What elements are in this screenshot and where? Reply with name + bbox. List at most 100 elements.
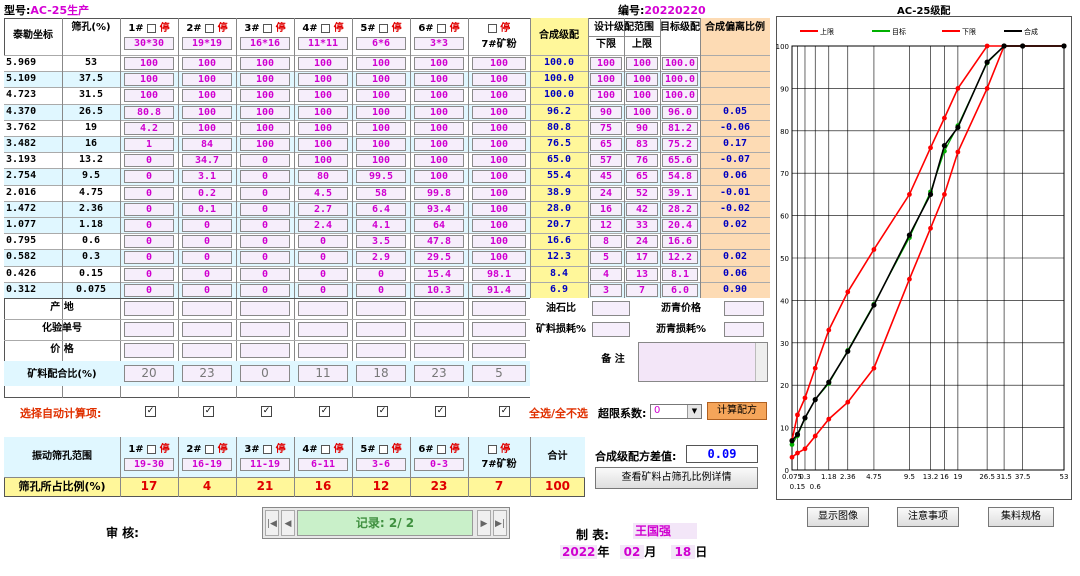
bin-pass-input[interactable]: 100 — [240, 121, 290, 135]
lower-input[interactable]: 90 — [590, 105, 622, 119]
bin-pass-input[interactable]: 100 — [182, 121, 232, 135]
bin-pass-input[interactable]: 6.4 — [356, 202, 406, 216]
ratio-input[interactable]: 23 — [182, 365, 232, 382]
calc-button[interactable]: 计算配方 — [707, 402, 767, 420]
vib-stop-checkbox-2[interactable] — [205, 444, 215, 454]
upper-input[interactable]: 76 — [626, 154, 658, 168]
info-input[interactable] — [182, 322, 232, 337]
bin-pass-input[interactable]: 34.7 — [182, 154, 232, 168]
auto-calc-checkbox-4[interactable]: ✓ — [319, 406, 330, 417]
lower-input[interactable]: 8 — [590, 235, 622, 249]
m7-pass-input[interactable]: 100 — [472, 105, 526, 119]
upper-input[interactable]: 83 — [626, 138, 658, 151]
info-input[interactable] — [298, 322, 348, 337]
info-input[interactable] — [414, 301, 464, 316]
date-year[interactable]: 2022 — [560, 545, 598, 559]
target-input[interactable]: 96.0 — [662, 105, 698, 119]
bin-pass-input[interactable]: 100 — [240, 105, 290, 119]
mineral-loss-input[interactable] — [592, 322, 630, 337]
bin-pass-input[interactable]: 29.5 — [414, 251, 464, 265]
bin-pass-input[interactable]: 100 — [298, 154, 348, 168]
upper-input[interactable]: 90 — [626, 121, 658, 135]
bin-pass-input[interactable]: 0 — [124, 202, 174, 216]
lower-input[interactable]: 16 — [590, 202, 622, 216]
bin-pass-input[interactable]: 100 — [298, 73, 348, 87]
info-input[interactable] — [124, 343, 174, 358]
target-input[interactable]: 75.2 — [662, 138, 698, 151]
bin-pass-input[interactable]: 0 — [240, 202, 290, 216]
bin-pass-input[interactable]: 0.1 — [182, 202, 232, 216]
bin-pass-input[interactable]: 0.2 — [182, 186, 232, 200]
bin-pass-input[interactable]: 0 — [356, 283, 406, 297]
bin-pass-input[interactable]: 10.3 — [414, 283, 464, 297]
bin-pass-input[interactable]: 0 — [182, 235, 232, 249]
m7-pass-input[interactable]: 91.4 — [472, 283, 526, 297]
bin-pass-input[interactable]: 93.4 — [414, 202, 464, 216]
m7-pass-input[interactable]: 100 — [472, 251, 526, 265]
vib-size-3[interactable]: 11-19 — [240, 458, 290, 471]
bin-pass-input[interactable]: 0 — [182, 251, 232, 265]
info-input[interactable] — [472, 322, 526, 337]
info-input[interactable] — [124, 301, 174, 316]
vib-stop-checkbox-3[interactable] — [263, 444, 273, 454]
show-image-button[interactable]: 显示图像 — [807, 507, 869, 527]
lower-input[interactable]: 100 — [590, 73, 622, 87]
bin-pass-input[interactable]: 100 — [414, 105, 464, 119]
upper-input[interactable]: 52 — [626, 186, 658, 200]
m7-pass-input[interactable]: 100 — [472, 235, 526, 249]
target-input[interactable]: 100.0 — [662, 73, 698, 87]
bin-pass-input[interactable]: 99.5 — [356, 170, 406, 184]
prev-record-icon[interactable]: ◀ — [281, 510, 295, 536]
upper-input[interactable]: 7 — [626, 283, 658, 297]
auto-calc-checkbox-7[interactable]: ✓ — [499, 406, 510, 417]
bin-pass-input[interactable]: 100 — [182, 57, 232, 70]
bin-pass-input[interactable]: 3.1 — [182, 170, 232, 184]
bin-pass-input[interactable]: 4.2 — [124, 121, 174, 135]
info-input[interactable] — [356, 301, 406, 316]
bin-pass-input[interactable]: 100 — [124, 89, 174, 103]
notes-button[interactable]: 注意事项 — [897, 507, 959, 527]
target-input[interactable]: 28.2 — [662, 202, 698, 216]
m7-stop-checkbox[interactable] — [487, 23, 497, 33]
m7-pass-input[interactable]: 100 — [472, 57, 526, 70]
bin-pass-input[interactable]: 0 — [240, 219, 290, 232]
bin-pass-input[interactable]: 0 — [356, 267, 406, 281]
auto-calc-checkbox-6[interactable]: ✓ — [435, 406, 446, 417]
bin-pass-input[interactable]: 100 — [240, 57, 290, 70]
vib-size-4[interactable]: 6-11 — [298, 458, 348, 471]
select-all-link[interactable]: 全选/全不选 — [529, 407, 589, 420]
bin-pass-input[interactable]: 80.8 — [124, 105, 174, 119]
vib-stop-checkbox-1[interactable] — [147, 444, 157, 454]
ratio-input[interactable]: 18 — [356, 365, 406, 382]
bin-pass-input[interactable]: 0 — [240, 186, 290, 200]
bin-pass-input[interactable]: 100 — [356, 154, 406, 168]
last-record-icon[interactable]: ▶| — [493, 510, 507, 536]
bin-pass-input[interactable]: 0 — [182, 283, 232, 297]
info-input[interactable] — [298, 343, 348, 358]
target-input[interactable]: 81.2 — [662, 121, 698, 135]
bin-pass-input[interactable]: 100 — [124, 57, 174, 70]
ratio-input[interactable]: 20 — [124, 365, 174, 382]
bin-pass-input[interactable]: 100 — [124, 73, 174, 87]
bin-pass-input[interactable]: 0 — [124, 267, 174, 281]
m7-pass-input[interactable]: 98.1 — [472, 267, 526, 281]
lower-input[interactable]: 5 — [590, 251, 622, 265]
ratio-input[interactable]: 23 — [414, 365, 464, 382]
stop-checkbox-4[interactable] — [321, 23, 331, 33]
bin-pass-input[interactable]: 100 — [298, 57, 348, 70]
limit-select[interactable]: 0 ▼ — [650, 404, 702, 419]
m7-pass-input[interactable]: 100 — [472, 138, 526, 151]
vib-size-5[interactable]: 3-6 — [356, 458, 406, 471]
bin-pass-input[interactable]: 0 — [124, 251, 174, 265]
bin-pass-input[interactable]: 100 — [298, 89, 348, 103]
target-input[interactable]: 65.6 — [662, 154, 698, 168]
bin-pass-input[interactable]: 58 — [356, 186, 406, 200]
bin-pass-input[interactable]: 3.5 — [356, 235, 406, 249]
bin-pass-input[interactable]: 2.9 — [356, 251, 406, 265]
bin-pass-input[interactable]: 100 — [240, 73, 290, 87]
info-input[interactable] — [356, 322, 406, 337]
bin-pass-input[interactable]: 0 — [182, 267, 232, 281]
auto-calc-checkbox-5[interactable]: ✓ — [377, 406, 388, 417]
upper-input[interactable]: 100 — [626, 89, 658, 103]
stop-checkbox-3[interactable] — [263, 23, 273, 33]
